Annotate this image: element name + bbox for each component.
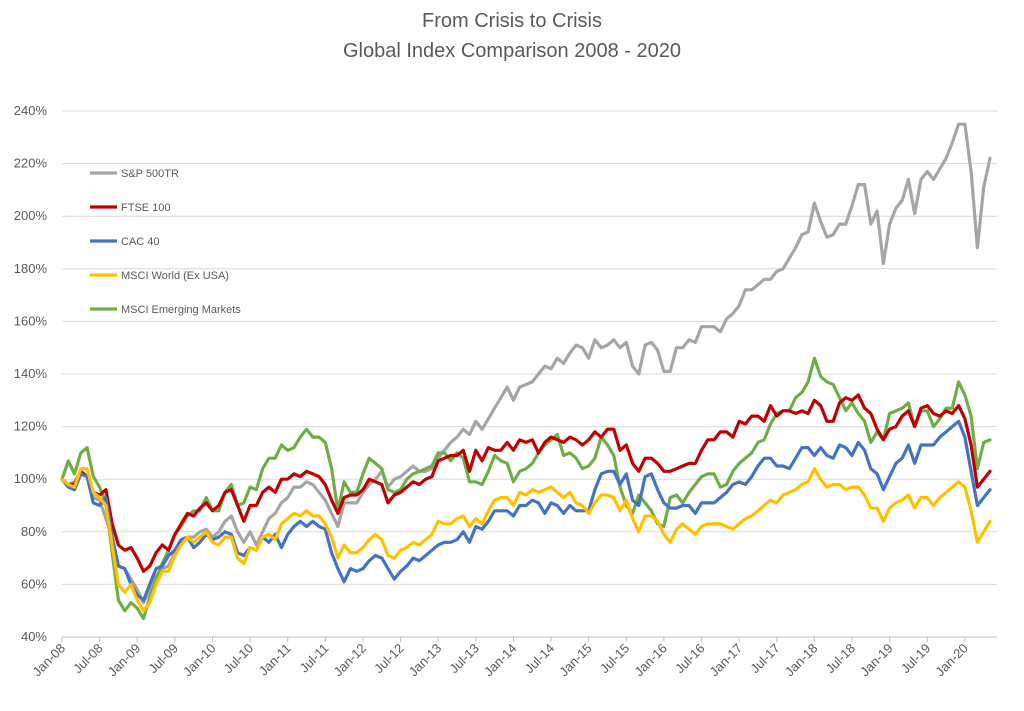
legend-label: S&P 500TR <box>121 168 179 180</box>
x-tick-label: Jan-14 <box>481 641 520 680</box>
series-line-ftse-100 <box>60 393 992 573</box>
series-line-cac-40 <box>60 419 992 602</box>
y-tick-label: 140% <box>14 366 48 381</box>
x-tick-label: Jan-09 <box>105 641 144 680</box>
y-tick-label: 120% <box>14 419 48 434</box>
x-tick-label: Jul-18 <box>822 641 858 677</box>
x-tick-label: Jan-08 <box>29 641 68 680</box>
series-lines <box>60 122 992 621</box>
chart-subtitle: Global Index Comparison 2008 - 2020 <box>343 40 681 62</box>
y-tick-label: 40% <box>21 629 47 644</box>
series-line-msci-emerging-markets <box>60 356 992 621</box>
x-tick-label: Jan-15 <box>556 641 595 680</box>
series-line-s-p-500tr <box>60 122 992 605</box>
legend-label: FTSE 100 <box>121 202 171 214</box>
y-tick-label: 80% <box>21 524 47 539</box>
x-tick-label: Jan-19 <box>857 641 896 680</box>
x-tick-label: Jan-10 <box>180 641 219 680</box>
x-tick-label: Jul-15 <box>597 641 633 677</box>
legend-label: CAC 40 <box>121 236 160 248</box>
x-tick-label: Jan-12 <box>330 641 369 680</box>
x-tick-label: Jan-20 <box>932 641 971 680</box>
x-tick-label: Jul-09 <box>145 641 181 677</box>
y-tick-label: 100% <box>14 471 48 486</box>
x-tick-label: Jul-17 <box>747 641 783 677</box>
x-tick-label: Jul-16 <box>672 641 708 677</box>
x-tick-label: Jan-18 <box>782 641 821 680</box>
x-tick-label: Jul-12 <box>371 641 407 677</box>
x-tick-label: Jul-19 <box>898 641 934 677</box>
x-tick-label: Jul-14 <box>522 641 558 677</box>
y-tick-label: 240% <box>14 103 48 118</box>
y-axis-ticks: 40% 60% 80% 100% 120% 140% 160% 180% 200% 220% 240… <box>14 103 48 644</box>
x-tick-label: Jan-13 <box>406 641 445 680</box>
y-tick-label: 60% <box>21 576 47 591</box>
y-tick-label: 200% <box>14 208 48 223</box>
legend-label: MSCI Emerging Markets <box>121 304 241 316</box>
chart-title: From Crisis to Crisis <box>422 10 602 32</box>
y-tick-label: 220% <box>14 156 48 171</box>
x-tick-label: Jul-11 <box>296 641 331 676</box>
x-tick-label: Jul-13 <box>446 641 482 677</box>
x-tick-label: Jan-16 <box>631 641 670 680</box>
legend: S&P 500TR FTSE 100 CAC 40 MSCI World (Ex US… <box>90 168 241 316</box>
x-tick-label: Jul-08 <box>70 641 106 677</box>
x-tick-label: Jan-17 <box>707 641 746 680</box>
x-tick-label: Jan-11 <box>256 641 294 679</box>
y-tick-label: 160% <box>14 313 48 328</box>
legend-label: MSCI World (Ex USA) <box>121 270 229 282</box>
series-line-msci-world-ex-usa <box>60 467 992 613</box>
x-tick-label: Jul-10 <box>221 641 257 677</box>
y-tick-label: 180% <box>14 261 48 276</box>
